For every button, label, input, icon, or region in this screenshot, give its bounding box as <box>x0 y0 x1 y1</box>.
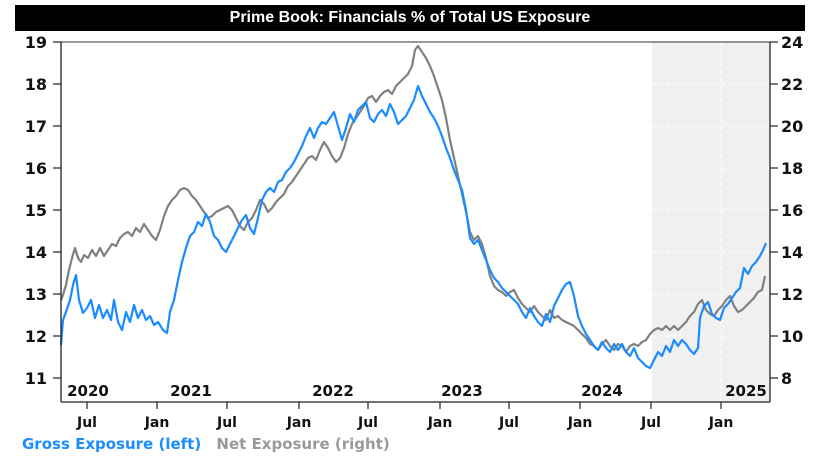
right-tick-label: 22 <box>781 75 803 94</box>
x-month-label: Jan <box>567 415 593 431</box>
right-tick-label: 20 <box>781 117 803 136</box>
left-tick-label: 12 <box>25 327 47 346</box>
x-year-label: 2025 <box>725 382 767 400</box>
x-month-label: Jan <box>427 415 453 431</box>
left-tick-label: 16 <box>25 159 47 178</box>
x-axis: Jul Jan Jul Jan Jul Jan Jul Jan Jul Jan 2020 2021 20… <box>67 382 767 431</box>
left-tick-label: 11 <box>25 369 47 388</box>
shaded-grid <box>652 42 770 402</box>
legend-net: Net Exposure (right) <box>216 435 390 453</box>
x-year-label: 2020 <box>67 382 109 400</box>
right-tick-label: 24 <box>781 33 803 52</box>
right-tick-label: 8 <box>781 369 792 388</box>
x-month-label: Jul <box>498 415 519 431</box>
left-tick-label: 17 <box>25 117 47 136</box>
right-tick-label: 16 <box>781 201 803 220</box>
legend-gross: Gross Exposure (left) <box>22 435 202 453</box>
right-tick-label: 14 <box>781 243 803 262</box>
x-month-label: Jan <box>286 415 312 431</box>
x-month-label: Jan <box>144 415 170 431</box>
net-exposure-line <box>59 44 767 354</box>
x-year-label: 2024 <box>581 382 623 400</box>
x-month-label: Jul <box>76 415 97 431</box>
left-y-axis: 11 12 13 14 15 16 17 18 19 <box>25 33 61 388</box>
x-year-label: 2023 <box>441 382 483 400</box>
x-month-label: Jan <box>708 415 734 431</box>
left-tick-label: 18 <box>25 75 47 94</box>
x-month-label: Jul <box>216 415 237 431</box>
chart-title: Prime Book: Financials % of Total US Exp… <box>15 5 805 31</box>
left-tick-label: 15 <box>25 201 47 220</box>
left-tick-label: 13 <box>25 285 47 304</box>
right-y-axis: 8 10 12 14 16 18 20 22 24 <box>770 33 803 388</box>
x-year-label: 2022 <box>312 382 354 400</box>
x-year-label: 2021 <box>170 382 212 400</box>
left-tick-label: 19 <box>25 33 47 52</box>
right-tick-label: 12 <box>781 285 803 304</box>
x-month-label: Jul <box>640 415 661 431</box>
left-tick-label: 14 <box>25 243 47 262</box>
x-month-label: Jul <box>357 415 378 431</box>
legend: Gross Exposure (left) Net Exposure (righ… <box>22 435 400 453</box>
shaded-region <box>652 42 770 402</box>
right-tick-label: 10 <box>781 327 803 346</box>
gross-exposure-line <box>59 84 768 370</box>
right-tick-label: 18 <box>781 159 803 178</box>
